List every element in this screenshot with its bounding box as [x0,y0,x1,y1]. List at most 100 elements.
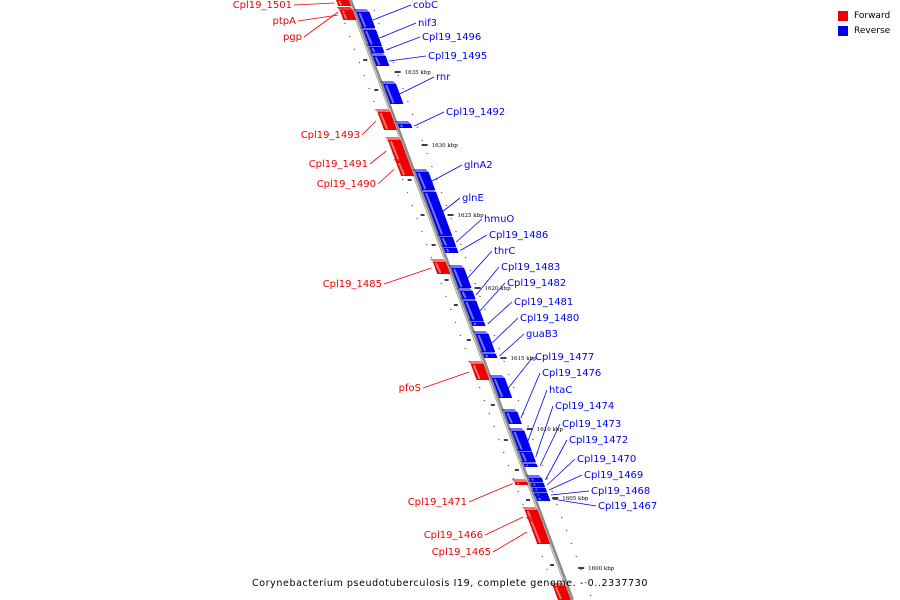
gene-rnr-shine [385,84,395,104]
gene-glnE-label: glnE [462,193,484,204]
gene-ptpA-leader [297,14,339,22]
gene-Cpl19_1501-body [336,0,352,6]
gene-Cpl19_1481-label: Cpl19_1481 [514,297,573,308]
gene-guaB3-leader [499,333,525,357]
gene-Cpl19_1469-label: Cpl19_1469 [584,470,643,481]
gene-Cpl19_1501-leader [293,2,335,6]
gene-Cpl19_1493-body [377,112,398,130]
gene-cobC [353,9,376,28]
gene-Cpl19_1501-label: Cpl19_1501 [233,0,292,11]
gene-Cpl19_1476-top [501,409,518,412]
gene-Cpl19_1466-leader [484,516,524,536]
guide-dot [445,204,448,207]
gene-Cpl19_1485-leader [383,267,432,285]
gene-hmuO-leader [455,218,483,243]
kbp-label: 1605 kbp [562,496,589,502]
guide-dot [363,74,366,77]
guide-dot [373,9,376,12]
gene-Cpl19_1492-body [397,124,413,128]
gene-thrC-leader [467,250,493,279]
gene-Cpl19_1480-leader [491,317,519,344]
gene-glnA2-top [412,169,429,172]
gene-Cpl19_1473-shine [526,464,529,467]
guide-dot [421,230,423,233]
guide-dot [512,477,515,480]
guide-dot [575,555,578,558]
gene-Cpl19_1495-leader [389,55,427,62]
gene-htaC-label: htaC [549,385,572,396]
gene-Cpl19_1496-label: Cpl19_1496 [422,32,481,43]
gene-Cpl19_1496-shine [371,47,376,53]
kbp-label: 1610 kbp [537,427,564,433]
guide-dot [527,425,529,428]
gene-cobC-leader [372,4,412,21]
guide-dot [440,282,443,285]
gene-pfoS [467,361,490,380]
gene-Cpl19_1471 [511,479,529,485]
gene-Cpl19_1473-body [523,464,538,467]
gene-Cpl19_1477-leader [508,356,534,389]
gene-rnr-leader [399,76,435,95]
gene-Cpl19_1474 [516,449,536,462]
gene-glnA2-leader [431,164,463,182]
gene-rnr-top [380,81,397,84]
gene-Cpl19_1473-leader [539,423,561,466]
gene-Cpl19_1493 [374,109,398,130]
gene-pfoS-shine [472,364,481,380]
gene-Cpl19_1491 [384,137,409,162]
guide-dot [392,61,395,64]
guide-dot [478,386,481,389]
gene-Cpl19_1491-body [387,140,409,162]
guide-dot [517,399,520,402]
gene-Cpl19_1471-label: Cpl19_1471 [408,497,467,508]
gene-Cpl19_1476-label: Cpl19_1476 [542,368,601,379]
guide-dot [508,373,510,376]
guide-dot [426,152,428,155]
gene-Cpl19_1496-leader [385,36,421,51]
forward-swatch [838,10,848,21]
gene-Cpl19_1474-shine [521,452,527,462]
gene-Cpl19_1501-shine [338,0,343,6]
gene-Cpl19_1471-leader [468,483,513,503]
kbp-label: 1615 kbp [510,356,537,362]
gene-pgp-shine [341,10,345,14]
gene-htaC-shine [513,431,523,451]
gene-Cpl19_1492-leader [414,111,445,127]
gene-Cpl19_1471-top [511,479,528,482]
gene-Cpl19_1483-top [456,288,473,291]
guide-dot [401,178,404,181]
guide-dot [493,334,496,337]
kbp-label: 1625 kbp [458,213,485,219]
gene-Cpl19_1490-shine [398,162,406,176]
gene-htaC-body [511,431,532,451]
gene-Cpl19_1477-top [488,375,505,378]
guide-dot [425,243,428,246]
guide-dot [421,139,424,142]
gene-Cpl19_1465-label: Cpl19_1465 [432,547,491,558]
gene-Cpl19_1492 [394,121,413,128]
guide-dot [556,503,558,506]
guide-dot [348,35,351,38]
gene-hmuO-shine [441,237,448,247]
guide-dot [507,464,510,467]
guide-dot [580,568,582,571]
gene-Cpl19_1469-top [529,485,546,488]
gene-thrC-label: thrC [494,246,515,257]
gene-Cpl19_1473-label: Cpl19_1473 [562,419,621,430]
gene-Cpl19_1472-label: Cpl19_1472 [569,435,628,446]
guide-dot [498,347,501,350]
gene-Cpl19_1465-shine [530,520,542,544]
gene-nif3-label: nif3 [418,18,437,29]
gene-Cpl19_1477 [488,375,513,398]
guide-dot [464,347,467,350]
guide-dot [483,399,486,402]
guide-dot [368,87,370,90]
gene-Cpl19_1471-shine [516,482,520,485]
gene-Cpl19_1483-label: Cpl19_1483 [501,262,560,273]
gene-nif3 [360,27,383,46]
gene-Cpl19_1485-label: Cpl19_1485 [323,279,382,290]
guide-dot [445,295,447,298]
gene-hmuO [436,234,457,247]
gene-Cpl19_1482-leader [479,282,506,312]
